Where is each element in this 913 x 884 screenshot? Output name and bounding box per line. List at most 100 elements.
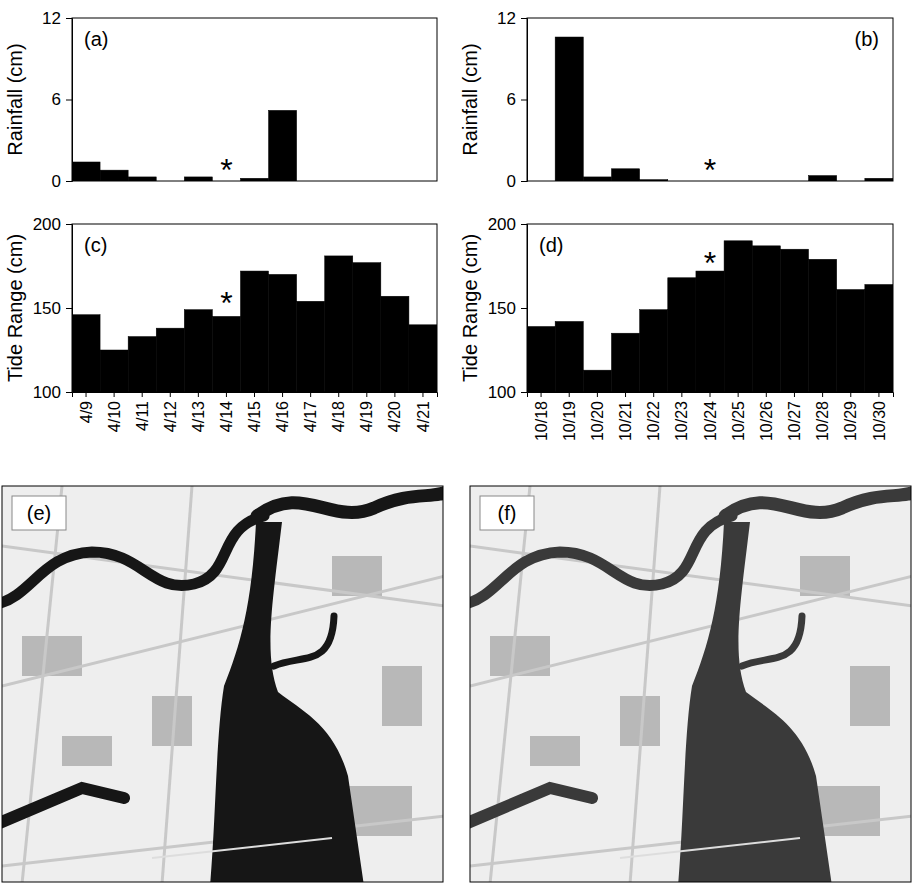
tick: 150 <box>488 299 527 318</box>
axis-line <box>528 393 894 398</box>
tick-label: 4/16 <box>274 401 291 432</box>
panel-label: (b) <box>855 28 879 50</box>
y-axis: 0612 <box>42 9 72 191</box>
field <box>530 736 580 766</box>
plot-frame <box>527 224 893 392</box>
road <box>470 576 911 686</box>
road <box>22 486 62 882</box>
bar <box>809 176 837 181</box>
tick-mark <box>521 392 527 393</box>
field <box>850 666 890 726</box>
tick: 12 <box>42 9 72 28</box>
field <box>332 556 382 596</box>
tick-label: 4/21 <box>415 401 432 432</box>
tick: 150 <box>33 299 72 318</box>
tick-mark <box>66 181 72 182</box>
tick-mark <box>521 100 527 101</box>
panel: 0612Rainfall (cm)(a)* <box>4 9 437 191</box>
tick: 10/28 <box>814 392 831 441</box>
tick-label: 4/14 <box>218 401 235 432</box>
tick: 4/15 <box>246 392 263 432</box>
tick-label: 4/18 <box>330 401 347 432</box>
river <box>742 616 802 666</box>
tick: 10/19 <box>561 392 578 441</box>
tick-label: 4/12 <box>162 401 179 432</box>
road <box>630 486 660 882</box>
bar <box>809 259 837 392</box>
tick-label: 10/28 <box>814 401 831 441</box>
panel-label: (a) <box>84 28 108 50</box>
plot-frame <box>72 224 437 392</box>
tick-mark <box>170 392 171 397</box>
bar <box>184 310 212 392</box>
tick: 4/20 <box>386 392 403 432</box>
bar <box>72 315 100 392</box>
tick: 10/20 <box>589 392 606 441</box>
panel-label: (d) <box>539 234 563 256</box>
tick-label: 150 <box>33 299 61 318</box>
tick-mark <box>338 392 339 397</box>
field <box>490 636 550 676</box>
tick-mark <box>310 392 311 397</box>
bar <box>752 246 780 392</box>
bar <box>724 241 752 392</box>
tick: 6 <box>507 90 527 109</box>
road <box>490 486 530 882</box>
river <box>257 490 443 516</box>
tick: 0 <box>507 172 527 191</box>
image-frame <box>2 486 443 882</box>
tick-mark <box>66 392 72 393</box>
tick-label: 12 <box>42 9 61 28</box>
tick-label: 12 <box>497 9 516 28</box>
bar <box>381 296 409 392</box>
tick-label: 10/26 <box>758 401 775 441</box>
bar <box>212 316 240 392</box>
tick-mark <box>878 392 879 397</box>
panel-label: (c) <box>84 234 107 256</box>
road <box>162 486 192 882</box>
image <box>2 486 443 882</box>
label-box <box>12 496 66 530</box>
tick-label: 10/22 <box>645 401 662 441</box>
tick-label: 10/25 <box>730 401 747 441</box>
river <box>2 788 124 824</box>
tick-label: 4/17 <box>302 401 319 432</box>
bar <box>269 110 297 181</box>
bridge <box>152 838 332 858</box>
tick: 4/11 <box>134 392 151 431</box>
field <box>62 736 112 766</box>
tick-mark <box>394 392 395 397</box>
tick-label: 10/30 <box>871 401 888 441</box>
tick-mark <box>738 392 739 397</box>
axis-line <box>521 225 528 393</box>
bar <box>583 370 611 392</box>
bar <box>156 328 184 392</box>
bars <box>72 256 437 392</box>
tick: 10/24 <box>702 392 719 441</box>
bar <box>100 350 128 392</box>
tick-mark <box>521 224 527 225</box>
bar <box>409 325 437 392</box>
bar <box>696 271 724 392</box>
tick-mark <box>66 18 72 19</box>
tick-label: 150 <box>488 299 516 318</box>
tick-label: 200 <box>488 215 516 234</box>
bar <box>72 162 100 181</box>
tick: 200 <box>33 215 72 234</box>
tick: 4/12 <box>162 392 179 432</box>
tick-mark <box>66 308 72 309</box>
bar <box>611 169 639 181</box>
tick: 4/14 <box>218 392 235 432</box>
image <box>470 486 911 882</box>
tick-label: 0 <box>507 172 516 191</box>
river <box>725 490 911 516</box>
tick: 4/21 <box>415 392 432 432</box>
tick-label: 10/24 <box>702 401 719 441</box>
axis-title: Tide Range (cm) <box>459 234 481 382</box>
image-panel: (f) <box>465 486 913 884</box>
tick-label: 4/11 <box>134 401 151 431</box>
tick: 4/13 <box>190 392 207 432</box>
tick: 10/26 <box>758 392 775 441</box>
tick-label: 10/27 <box>786 401 803 441</box>
bar <box>128 337 156 392</box>
